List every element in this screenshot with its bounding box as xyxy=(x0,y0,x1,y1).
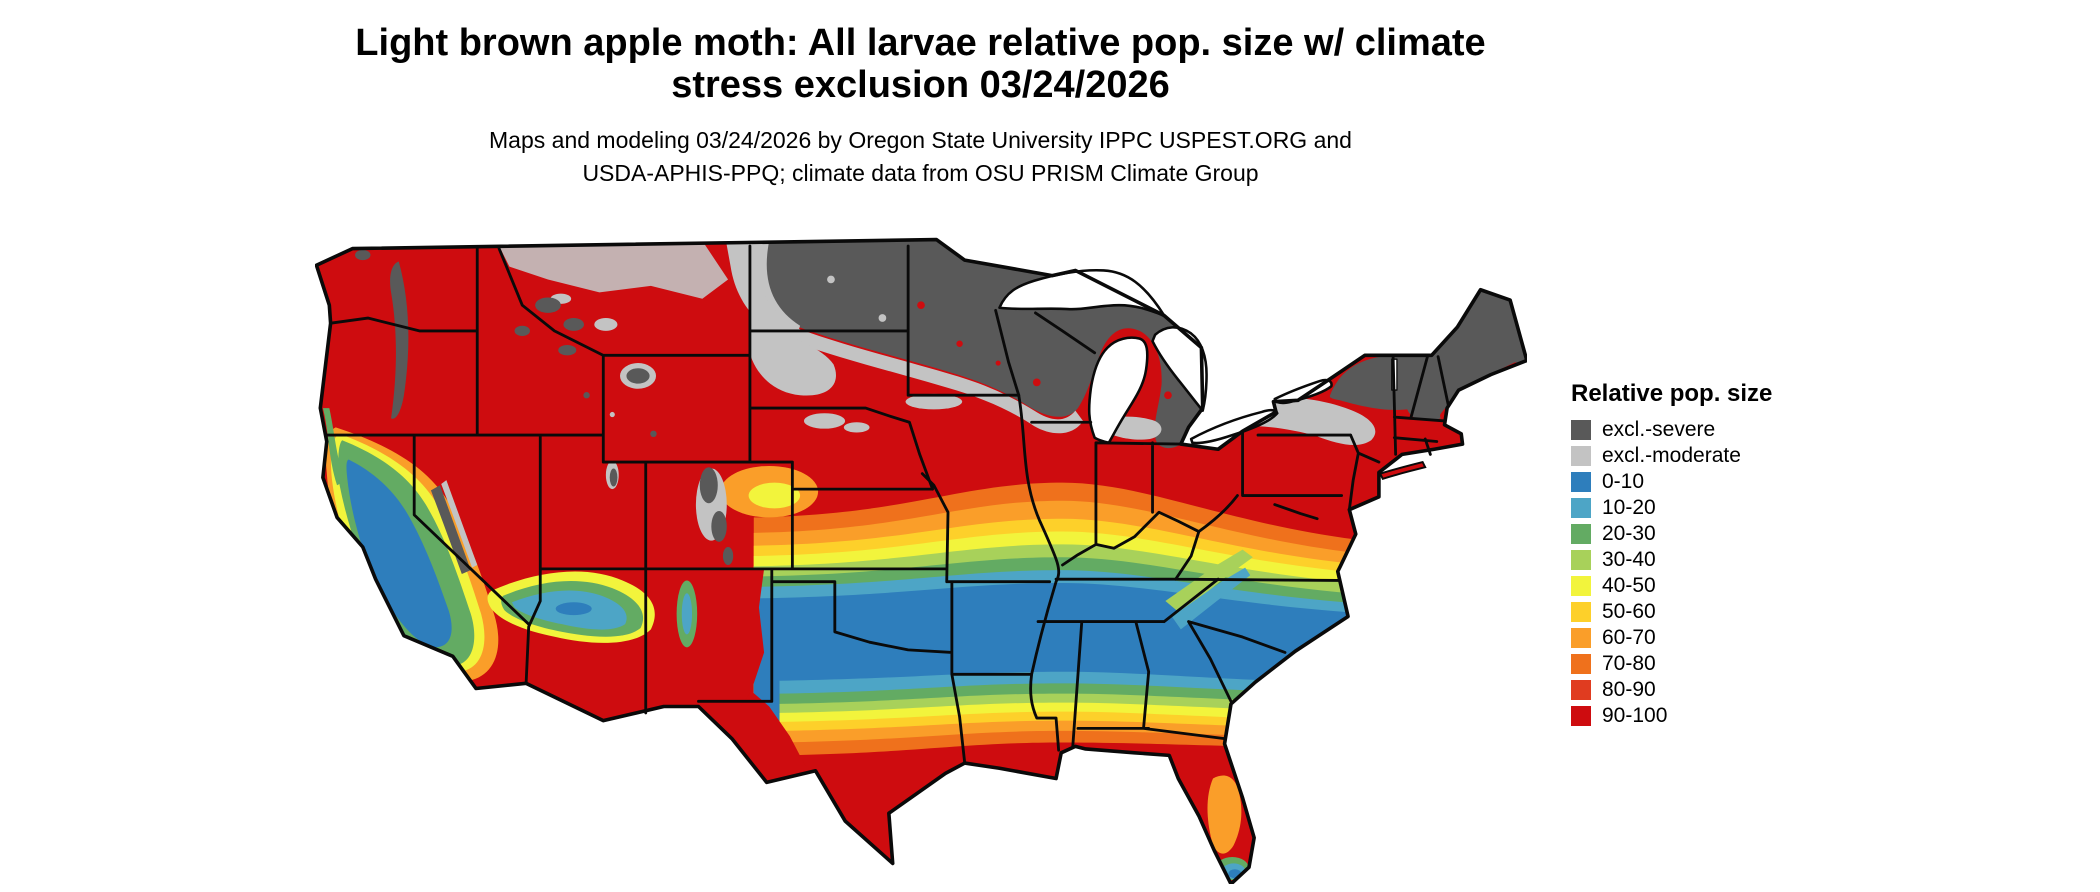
region-appalachia-yellowgreen xyxy=(1165,549,1253,614)
legend-item: excl.-moderate xyxy=(1571,444,1772,467)
legend: Relative pop. size excl.-severe excl.-mod… xyxy=(1571,380,1772,732)
legend-swatch xyxy=(1571,498,1591,518)
legend-swatch xyxy=(1571,550,1591,570)
lake-erie xyxy=(1189,408,1279,445)
page-subtitle: Maps and modeling 03/24/2026 by Oregon S… xyxy=(0,124,1841,190)
legend-item-label: 20-30 xyxy=(1602,522,1656,545)
legend-item-label: 80-90 xyxy=(1602,678,1656,701)
legend-item: 60-70 xyxy=(1571,626,1772,649)
national-outline xyxy=(315,237,1527,884)
region-north-california-coast-green xyxy=(322,408,345,486)
subtitle-line-2: USDA-APHIS-PPQ; climate data from OSU PR… xyxy=(582,160,1259,186)
lake-michigan xyxy=(1087,336,1149,445)
state-borders-east xyxy=(1174,353,1450,582)
legend-item: 10-20 xyxy=(1571,496,1772,519)
state-borders xyxy=(325,244,1450,765)
legend-swatch xyxy=(1571,602,1591,622)
legend-swatch xyxy=(1571,420,1591,440)
legend-swatch xyxy=(1571,446,1591,466)
legend-item-label: 70-80 xyxy=(1602,652,1656,675)
page-title: Light brown apple moth: All larvae relat… xyxy=(0,22,1841,106)
legend-swatch xyxy=(1571,576,1591,596)
legend-item: 90-100 xyxy=(1571,704,1772,727)
mountains-severe-exclusion xyxy=(355,249,734,575)
legend-item: 40-50 xyxy=(1571,574,1772,597)
region-new-england-severe xyxy=(1329,289,1527,421)
legend-item-label: 90-100 xyxy=(1602,704,1668,727)
us-map-svg xyxy=(315,237,1527,884)
legend-swatch xyxy=(1571,706,1591,726)
legend-item: 50-60 xyxy=(1571,600,1772,623)
legend-item-label: 0-10 xyxy=(1602,470,1645,493)
legend-items: excl.-severe excl.-moderate 0-10 10-20 20-30… xyxy=(1571,418,1772,727)
legend-swatch xyxy=(1571,524,1591,544)
region-se-colorado-yellow xyxy=(748,482,801,509)
state-borders-central xyxy=(994,308,1287,752)
legend-item: 30-40 xyxy=(1571,548,1772,571)
legend-item: 70-80 xyxy=(1571,652,1772,675)
title-line-2: stress exclusion 03/24/2026 xyxy=(671,64,1170,106)
band-south-90-100 xyxy=(779,742,1475,884)
title-line-1: Light brown apple moth: All larvae relat… xyxy=(355,22,1486,64)
us-risk-map xyxy=(315,228,1527,884)
legend-swatch xyxy=(1571,628,1591,648)
legend-item-label: 40-50 xyxy=(1602,574,1656,597)
subtitle-line-1: Maps and modeling 03/24/2026 by Oregon S… xyxy=(489,127,1352,153)
region-new-mexico-teal xyxy=(681,593,693,635)
speckles xyxy=(583,275,1172,438)
legend-swatch xyxy=(1571,680,1591,700)
legend-item-label: 60-70 xyxy=(1602,626,1656,649)
legend-item-label: 50-60 xyxy=(1602,600,1656,623)
legend-item: excl.-severe xyxy=(1571,418,1772,441)
long-island xyxy=(1378,460,1427,481)
legend-swatch xyxy=(1571,654,1591,674)
region-new-mexico-red xyxy=(645,568,765,713)
region-montana-hiline-moderate xyxy=(496,240,729,299)
legend-item-label: excl.-moderate xyxy=(1602,444,1741,467)
region-california-blue xyxy=(346,459,452,648)
legend-item-label: excl.-severe xyxy=(1602,418,1716,441)
region-midwest-moderate-band xyxy=(725,239,1084,434)
region-arizona-blue xyxy=(555,602,592,616)
state-borders-west xyxy=(325,244,1052,765)
legend-item: 0-10 xyxy=(1571,470,1772,493)
legend-item-label: 30-40 xyxy=(1602,548,1656,571)
region-trans-pecos-red xyxy=(698,691,816,783)
legend-item: 20-30 xyxy=(1571,522,1772,545)
region-south-dakota-moderate xyxy=(748,324,836,396)
region-appalachia-teal xyxy=(1171,567,1251,630)
region-florida-orange xyxy=(1207,775,1242,854)
legend-item: 80-90 xyxy=(1571,678,1772,701)
legend-title: Relative pop. size xyxy=(1571,380,1773,407)
lake-huron xyxy=(1151,326,1208,412)
header: Light brown apple moth: All larvae relat… xyxy=(0,22,1841,190)
legend-item-label: 10-20 xyxy=(1602,496,1656,519)
legend-swatch xyxy=(1571,472,1591,492)
